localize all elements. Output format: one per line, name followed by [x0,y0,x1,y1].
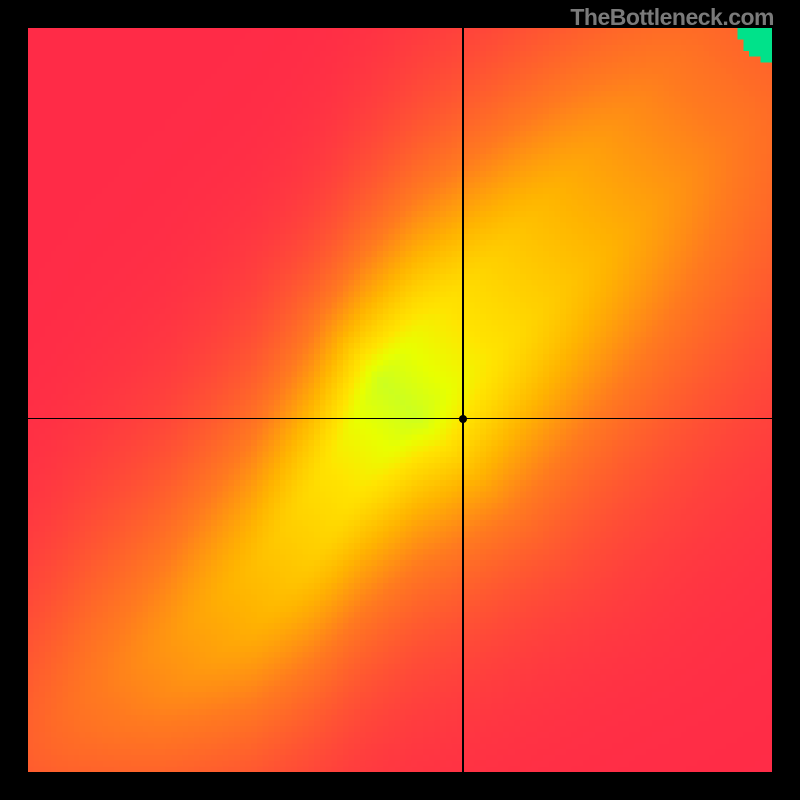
bottleneck-heatmap [28,28,772,772]
plot-area [28,28,772,772]
crosshair-vertical [462,28,464,772]
crosshair-horizontal [28,418,772,420]
watermark-text: TheBottleneck.com [570,4,774,31]
crosshair-marker [459,415,467,423]
